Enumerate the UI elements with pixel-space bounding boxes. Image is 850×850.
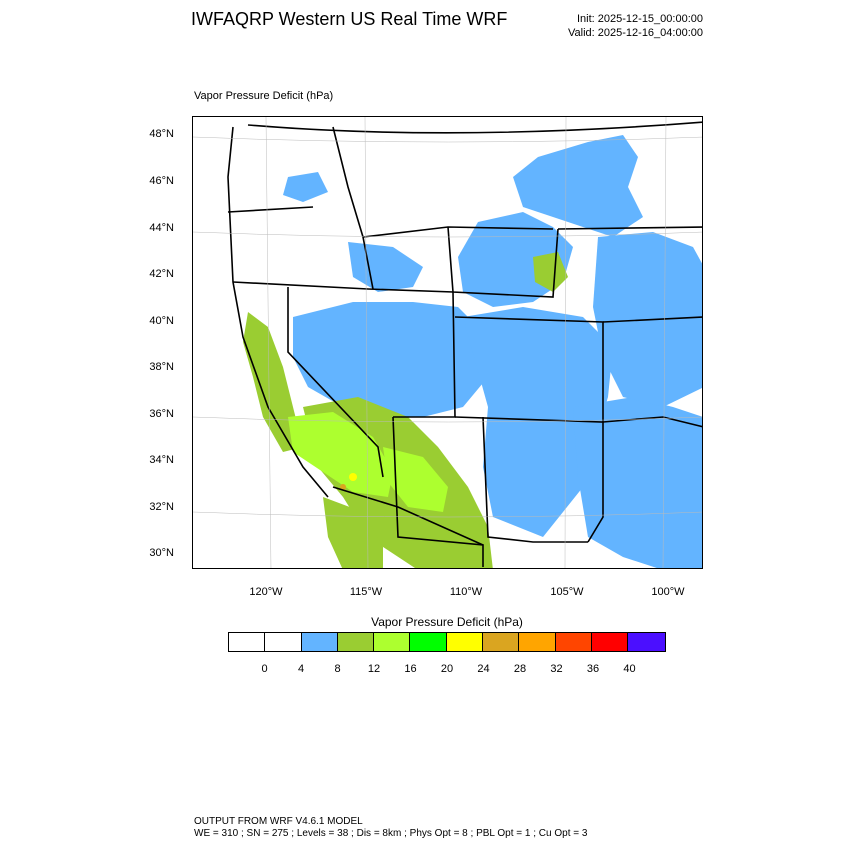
lat-label-48: 48°N	[149, 128, 174, 140]
vpd-region-northern-plains	[513, 135, 643, 237]
vpd-region-great-basin	[293, 302, 488, 417]
footer-model: OUTPUT FROM WRF V4.6.1 MODEL	[194, 816, 363, 827]
graticule	[193, 117, 702, 568]
colorbar-tick-label: 16	[404, 663, 417, 675]
colorbar-box-9	[555, 633, 592, 651]
lat-label-46: 46°N	[149, 175, 174, 187]
ca-nv-border	[287, 287, 384, 478]
colorbar-tick-label: 8	[334, 663, 341, 675]
footer-settings: WE = 310 ; SN = 275 ; Levels = 38 ; Dis …	[194, 828, 588, 839]
vpd-4-8-regions	[283, 135, 702, 568]
init-time: Init: 2025-12-15_00:00:00	[577, 13, 703, 25]
colorado-border	[454, 316, 604, 423]
vpd-hotspots	[340, 473, 357, 490]
texas-border	[587, 422, 604, 543]
colorbar-box-5	[410, 633, 447, 651]
colorbar	[228, 632, 666, 652]
colorbar-box-8	[519, 633, 556, 651]
lat-label-32: 32°N	[149, 501, 174, 513]
map-panel	[192, 116, 703, 569]
dakotas-border	[557, 226, 702, 230]
colorbar-box-10	[591, 633, 629, 651]
vpd-region-wyoming-basin	[533, 252, 568, 292]
wa-or-border	[227, 206, 314, 213]
vpd-hotspot-imperial	[340, 484, 346, 490]
lon-label-100: 100°W	[651, 586, 685, 598]
lat-label-42: 42°N	[149, 268, 174, 280]
wyoming-border	[447, 226, 559, 298]
colorbar-tick-label: 28	[513, 663, 527, 675]
colorbar-box-3	[337, 633, 375, 651]
colorbar-tick-label: 0	[261, 663, 268, 675]
lat-label-34: 34°N	[149, 454, 174, 466]
or-ca-nv-border	[232, 281, 369, 290]
lon-label-120: 120°W	[249, 586, 283, 598]
idaho-east-border	[332, 126, 374, 290]
map-canvas	[193, 117, 702, 568]
colorbar-tick-label: 40	[623, 663, 636, 675]
vpd-8-16-regions	[243, 252, 568, 568]
colorbar-tick-label: 12	[367, 663, 381, 675]
colorbar-box-0	[229, 633, 266, 651]
colorbar-box-11	[628, 633, 665, 651]
lat-label-30: 30°N	[149, 547, 174, 559]
colorbar-box-7	[483, 633, 520, 651]
valid-time: Valid: 2025-12-16_04:00:00	[568, 27, 703, 39]
lon-label-115: 115°W	[349, 586, 383, 598]
vpd-hotspot-phoenix	[349, 473, 357, 481]
state-boundaries	[227, 121, 702, 567]
colorbar-box-6	[446, 633, 484, 651]
colorbar-box-2	[301, 633, 338, 651]
utah-border	[367, 288, 456, 418]
oklahoma-border	[602, 416, 702, 428]
newmexico-border	[482, 416, 588, 543]
vpd-region-colorado-newmexico	[463, 307, 613, 537]
colorbar-box-4	[374, 633, 411, 651]
colorbar-tick-label: 20	[440, 663, 454, 675]
colorbar-title: Vapor Pressure Deficit (hPa)	[371, 615, 523, 629]
colorbar-tick-label: 32	[550, 663, 563, 675]
vpd-region-oregon-patch	[283, 172, 328, 202]
lat-label-36: 36°N	[149, 408, 174, 420]
lon-label-110: 110°W	[449, 586, 483, 598]
arizona-border	[392, 416, 484, 567]
vpd-region-lower-colorado	[383, 447, 448, 512]
lon-label-105: 105°W	[550, 586, 584, 598]
canada-border	[247, 121, 702, 134]
vpd-region-socal	[288, 412, 393, 497]
vpd-region-southern-plains	[573, 397, 702, 568]
lat-label-38: 38°N	[149, 361, 174, 373]
pacific-coast	[227, 126, 329, 498]
colorbar-tick-label: 36	[586, 663, 600, 675]
vpd-region-idaho	[348, 242, 423, 292]
nebraska-kansas-border	[602, 316, 702, 323]
colorbar-box-1	[265, 633, 302, 651]
lat-label-44: 44°N	[149, 222, 174, 234]
colorbar-tick-label: 24	[477, 663, 490, 675]
mexico-border	[332, 486, 484, 546]
field-label: Vapor Pressure Deficit (hPa)	[194, 90, 334, 102]
plot-title: IWFAQRP Western US Real Time WRF	[191, 9, 508, 29]
colorbar-tick-label: 4	[297, 663, 305, 675]
lat-label-40: 40°N	[149, 315, 174, 327]
